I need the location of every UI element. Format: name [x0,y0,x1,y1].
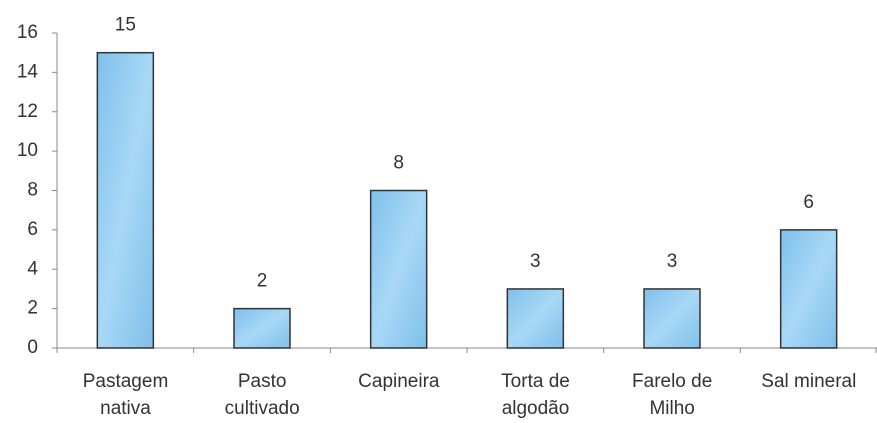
x-tick-label: Sal mineral [761,371,857,392]
y-tick-label: 16 [17,22,38,43]
value-label: 8 [393,153,404,174]
x-tick-label: Pasto cultivado [224,371,300,419]
value-label: 3 [667,251,678,272]
y-tick-label: 2 [27,298,38,319]
x-tick-label: Torta de algodão [501,371,570,419]
bar [506,288,565,349]
bar [643,288,701,349]
y-tick-label: 0 [27,337,38,358]
value-label: 2 [257,271,268,292]
value-label: 15 [115,15,136,36]
y-tick-label: 6 [27,219,38,240]
y-tick-label: 10 [17,140,38,161]
bar [96,51,155,349]
bar [233,307,291,349]
x-tick-label: Pastagem nativa [82,371,169,419]
x-tick-label: Capineira [358,371,440,392]
value-label: 3 [530,251,541,272]
bar [779,229,838,349]
y-tick-label: 4 [27,258,38,279]
y-tick-label: 12 [17,101,38,122]
x-tick-label: Farelo de Milho [632,371,713,419]
y-tick-label: 8 [27,180,38,201]
bar [369,189,428,349]
value-label: 6 [803,192,814,213]
y-tick-label: 14 [17,61,39,82]
